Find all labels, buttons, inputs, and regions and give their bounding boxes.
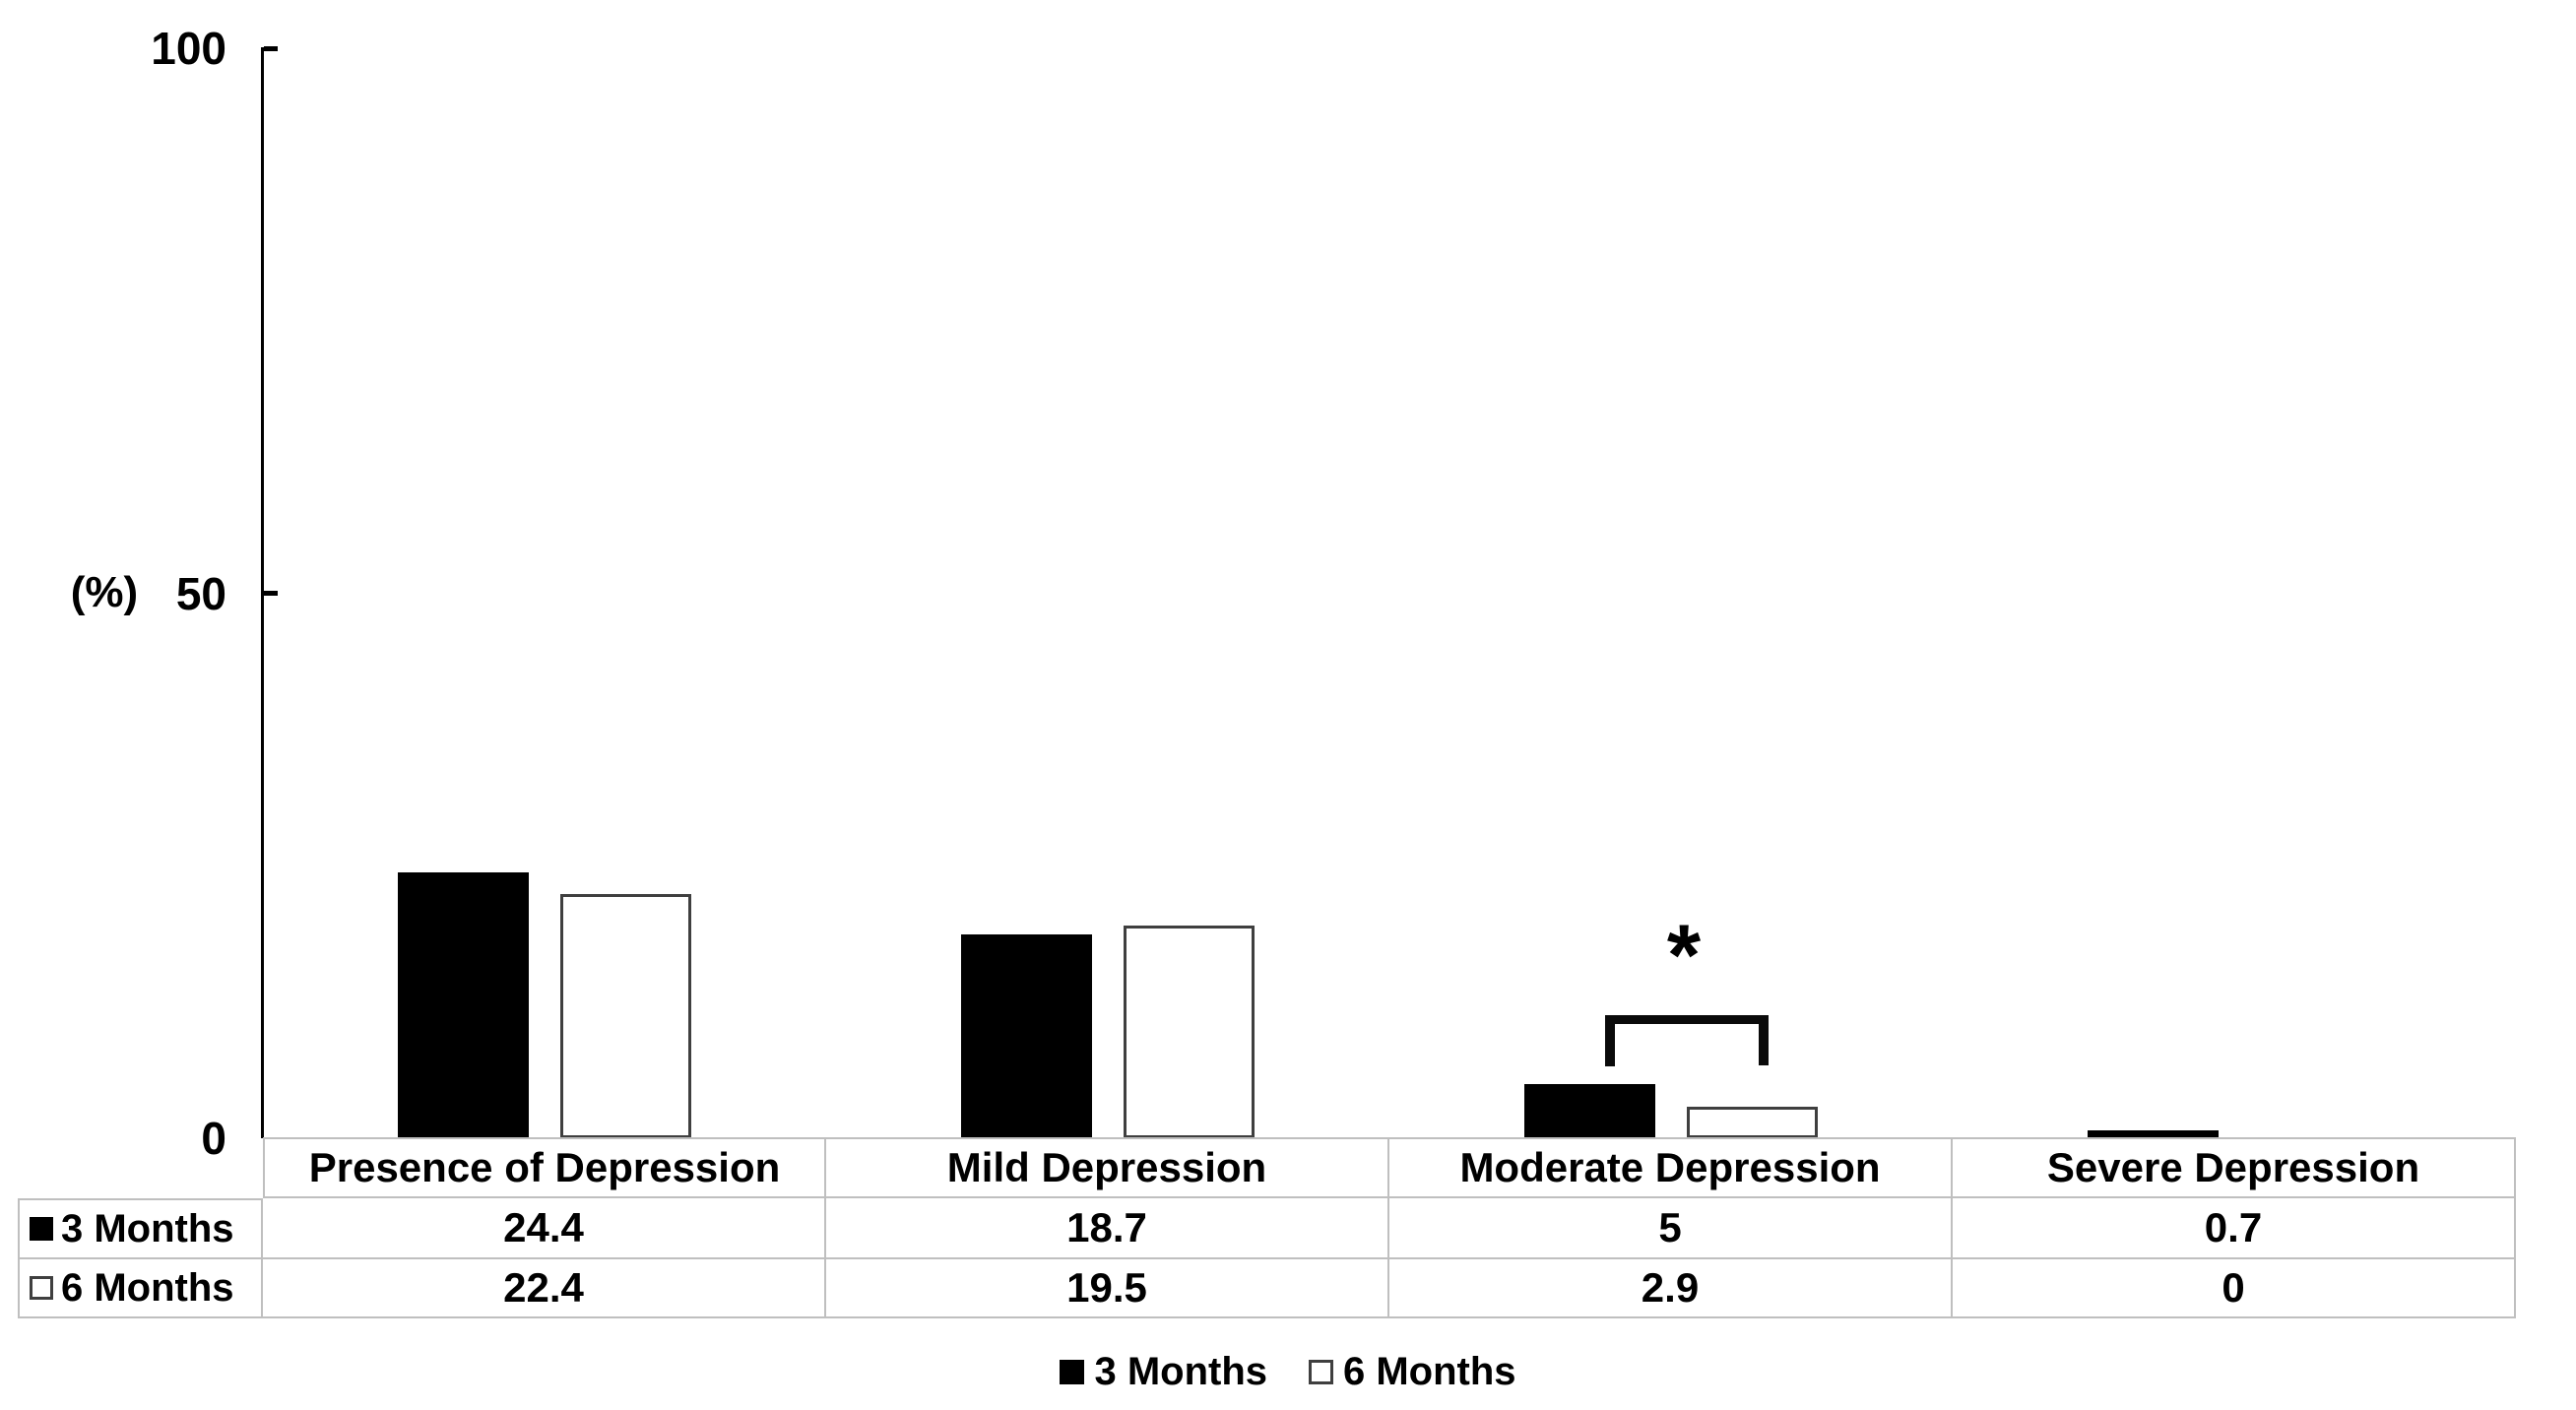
chart-legend: 3 Months 6 Months (0, 1349, 2576, 1394)
bar-3-months-moderate-depression (1524, 1084, 1655, 1138)
significance-asterisk: * (1666, 906, 1702, 1003)
bar-6-months-mild-depression (1124, 926, 1255, 1138)
y-axis-label-50: 50 (175, 567, 226, 619)
table-row-label: 6 Months (61, 1265, 234, 1310)
table-value-3-months-mild-depression: 18.7 (826, 1198, 1389, 1259)
table-value-6-months-moderate-depression: 2.9 (1389, 1259, 1953, 1318)
bar-3-months-mild-depression (961, 934, 1092, 1138)
data-table: Presence of Depression Mild Depression Mod… (18, 1137, 2516, 1318)
y-axis-label-100: 100 (151, 23, 226, 74)
legend-item-3-months: 3 Months (1060, 1350, 1267, 1394)
black-square-icon (30, 1217, 53, 1241)
table-header-moderate-depression: Moderate Depression (1389, 1137, 1953, 1198)
bar-3-months-severe-depression (2088, 1130, 2219, 1138)
table-row-label: 3 Months (61, 1206, 234, 1250)
white-square-icon (1309, 1359, 1333, 1384)
table-corner-cell (18, 1137, 263, 1198)
bar-6-months-presence-of-depression (560, 894, 691, 1138)
white-square-icon (30, 1276, 53, 1300)
legend-label: 3 Months (1094, 1349, 1267, 1393)
y-axis-unit-label: (%) (70, 568, 139, 616)
table-header-severe-depression: Severe Depression (1953, 1137, 2516, 1198)
significance-bracket-right-leg (1759, 1015, 1769, 1065)
black-square-icon (1060, 1359, 1085, 1384)
y-axis-line (261, 47, 264, 1138)
y-axis-label-0: 0 (201, 1113, 226, 1164)
annotation-layer: * (263, 47, 2516, 1138)
table-row-key-3-months: 3 Months (18, 1198, 263, 1259)
table-value-3-months-severe-depression: 0.7 (1953, 1198, 2516, 1259)
y-axis-tick-100 (264, 46, 278, 51)
legend-item-6-months: 6 Months (1309, 1350, 1516, 1394)
table-value-3-months-moderate-depression: 5 (1389, 1198, 1953, 1259)
table-row-key-6-months: 6 Months (18, 1259, 263, 1318)
table-header-presence-of-depression: Presence of Depression (263, 1137, 826, 1198)
table-value-6-months-presence-of-depression: 22.4 (263, 1259, 826, 1318)
table-header-mild-depression: Mild Depression (826, 1137, 1389, 1198)
legend-label: 6 Months (1343, 1349, 1516, 1393)
y-axis-tick-50 (264, 591, 278, 596)
bar-6-months-moderate-depression (1687, 1107, 1818, 1138)
table-value-6-months-severe-depression: 0 (1953, 1259, 2516, 1318)
bar-3-months-presence-of-depression (398, 872, 529, 1138)
significance-bracket-left-leg (1605, 1015, 1615, 1066)
plot-area (263, 47, 2516, 1138)
table-value-6-months-mild-depression: 19.5 (826, 1259, 1389, 1318)
table-value-3-months-presence-of-depression: 24.4 (263, 1198, 826, 1259)
significance-bracket-bar (1605, 1015, 1769, 1024)
